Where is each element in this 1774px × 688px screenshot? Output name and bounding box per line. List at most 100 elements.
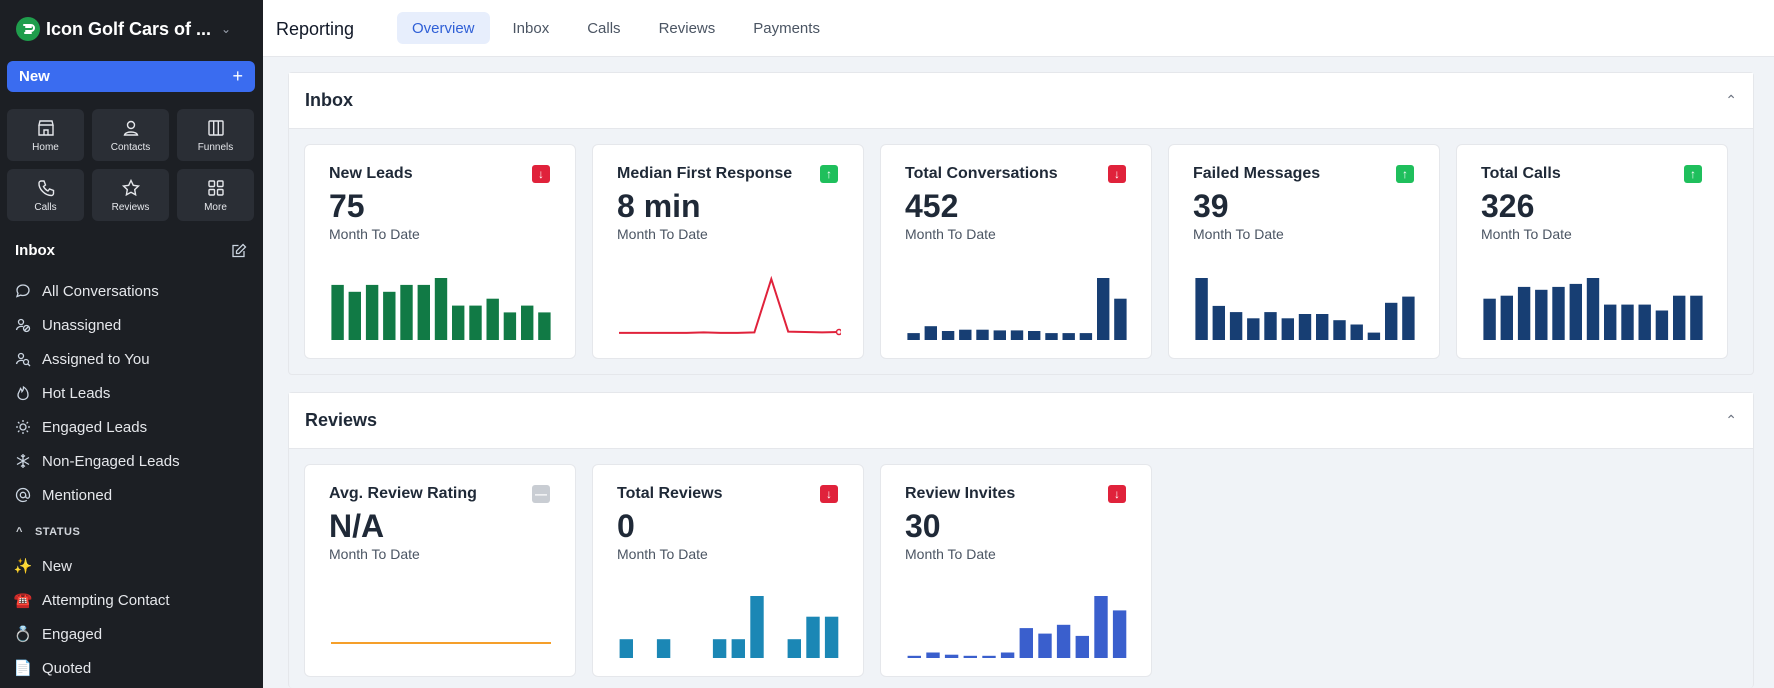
chart-bar — [1112, 610, 1127, 658]
nav-engaged-leads[interactable]: Engaged Leads — [14, 410, 254, 444]
user-unassigned-icon — [14, 317, 32, 333]
collapse-chevron-icon[interactable]: ⌃ — [1725, 92, 1737, 108]
flame-icon — [14, 385, 32, 401]
inbox-nav: All Conversations Unassigned Assigned to… — [14, 274, 254, 512]
tab-calls[interactable]: Calls — [587, 19, 621, 37]
review-invites-chart — [907, 596, 1127, 658]
brand-logo-icon — [16, 17, 40, 41]
nav-mentioned[interactable]: Mentioned — [14, 478, 254, 512]
card-review-invites[interactable]: Review Invites ↓ 30 Month To Date — [880, 464, 1152, 677]
status-section-toggle[interactable]: ^ STATUS — [16, 526, 80, 538]
star-icon — [121, 178, 140, 196]
nav-label: Mentioned — [42, 486, 113, 504]
reviews-section-header: Reviews ⌃ — [289, 393, 1753, 449]
card-failed-messages[interactable]: Failed Messages ↑ 39 Month To Date — [1168, 144, 1440, 359]
trend-down-icon: ↓ — [1108, 485, 1126, 503]
card-value: 30 — [905, 508, 941, 544]
status-attempting-contact[interactable]: ☎️ Attempting Contact — [14, 583, 254, 617]
chart-bar — [787, 639, 801, 658]
card-title: Total Reviews — [617, 485, 723, 502]
tile-funnels[interactable]: Funnels — [177, 109, 254, 161]
chart-bar — [806, 616, 820, 658]
status-list: ✨ New ☎️ Attempting Contact 💍 Engaged 📄 … — [14, 549, 254, 685]
tile-label: Calls — [34, 201, 57, 213]
tile-reviews[interactable]: Reviews — [92, 169, 169, 221]
total-conversations-chart — [907, 278, 1127, 340]
nav-assigned-to-you[interactable]: Assigned to You — [14, 342, 254, 376]
chart-bar — [452, 305, 465, 340]
nav-non-engaged-leads[interactable]: Non-Engaged Leads — [14, 444, 254, 478]
card-median-first-response[interactable]: Median First Response ↑ 8 min Month To D… — [592, 144, 864, 359]
card-title: Total Calls — [1481, 165, 1561, 182]
tile-contacts[interactable]: Contacts — [92, 109, 169, 161]
store-icon — [37, 119, 54, 136]
tab-payments[interactable]: Payments — [753, 19, 820, 37]
tile-calls[interactable]: Calls — [7, 169, 84, 221]
card-total-calls[interactable]: Total Calls ↑ 326 Month To Date — [1456, 144, 1728, 359]
chevron-up-icon: ^ — [16, 526, 23, 538]
total-reviews-chart — [619, 596, 839, 658]
card-value: 0 — [617, 508, 635, 544]
status-engaged[interactable]: 💍 Engaged — [14, 617, 254, 651]
columns-icon — [207, 119, 224, 136]
chart-bar — [1298, 314, 1312, 340]
tab-inbox[interactable]: Inbox — [512, 19, 550, 37]
status-quoted[interactable]: 📄 Quoted — [14, 651, 254, 685]
card-period: Month To Date — [617, 546, 708, 562]
card-period: Month To Date — [905, 226, 996, 242]
card-period: Month To Date — [1481, 226, 1572, 242]
chart-bar — [417, 284, 430, 340]
card-period: Month To Date — [617, 226, 708, 242]
nav-label: Non-Engaged Leads — [42, 452, 180, 470]
status-new[interactable]: ✨ New — [14, 549, 254, 583]
card-new-leads[interactable]: New Leads ↓ 75 Month To Date — [304, 144, 576, 359]
inbox-header: Inbox — [15, 242, 247, 259]
tab-reviews[interactable]: Reviews — [658, 19, 716, 37]
card-value: 8 min — [617, 188, 701, 224]
card-total-reviews[interactable]: Total Reviews ↓ 0 Month To Date — [592, 464, 864, 677]
tile-label: Reviews — [111, 201, 150, 213]
chart-bar — [1569, 283, 1582, 340]
chart-bar — [1062, 333, 1075, 340]
chart-bar — [1500, 295, 1513, 340]
collapse-chevron-icon[interactable]: ⌃ — [1725, 412, 1737, 428]
chart-bar — [1056, 624, 1071, 658]
chart-bar — [1247, 318, 1260, 340]
status-label: Engaged — [42, 625, 103, 643]
nav-all-conversations[interactable]: All Conversations — [14, 274, 254, 308]
card-total-conversations[interactable]: Total Conversations ↓ 452 Month To Date — [880, 144, 1152, 359]
nav-unassigned[interactable]: Unassigned — [14, 308, 254, 342]
chart-bar — [348, 291, 361, 340]
chart-bar — [1586, 278, 1600, 340]
failed-messages-chart — [1195, 278, 1415, 340]
chart-bar — [1655, 310, 1669, 340]
tile-label: Contacts — [110, 141, 151, 153]
tab-overview[interactable]: Overview — [397, 12, 490, 44]
plus-icon: + — [232, 66, 243, 86]
chart-bar — [486, 298, 499, 340]
chevron-down-icon: ⌄ — [221, 22, 232, 36]
tile-home[interactable]: Home — [7, 109, 84, 161]
card-title: New Leads — [329, 165, 413, 182]
sparkles-icon: ✨ — [13, 558, 33, 575]
card-value: 39 — [1193, 188, 1229, 224]
chart-bar — [1552, 286, 1565, 340]
chart-bar — [1535, 289, 1548, 340]
account-switcher[interactable]: Icon Golf Cars of ... ⌄ — [16, 16, 256, 42]
compose-icon[interactable] — [231, 243, 247, 259]
card-avg-review-rating[interactable]: Avg. Review Rating — N/A Month To Date — [304, 464, 576, 677]
chart-bar — [1333, 320, 1346, 340]
new-button[interactable]: New + — [7, 61, 255, 92]
tile-more[interactable]: More — [177, 169, 254, 221]
chart-bar — [959, 329, 972, 340]
chart-bar — [383, 291, 396, 340]
chart-bar — [1045, 333, 1058, 340]
chart-bar — [538, 312, 551, 340]
chart-bar — [1094, 596, 1108, 658]
total-calls-chart — [1483, 278, 1703, 340]
chart-bar — [944, 654, 959, 658]
trend-down-icon: ↓ — [1108, 165, 1126, 183]
user-icon — [123, 120, 138, 136]
nav-hot-leads[interactable]: Hot Leads — [14, 376, 254, 410]
chart-bar — [1402, 296, 1415, 340]
